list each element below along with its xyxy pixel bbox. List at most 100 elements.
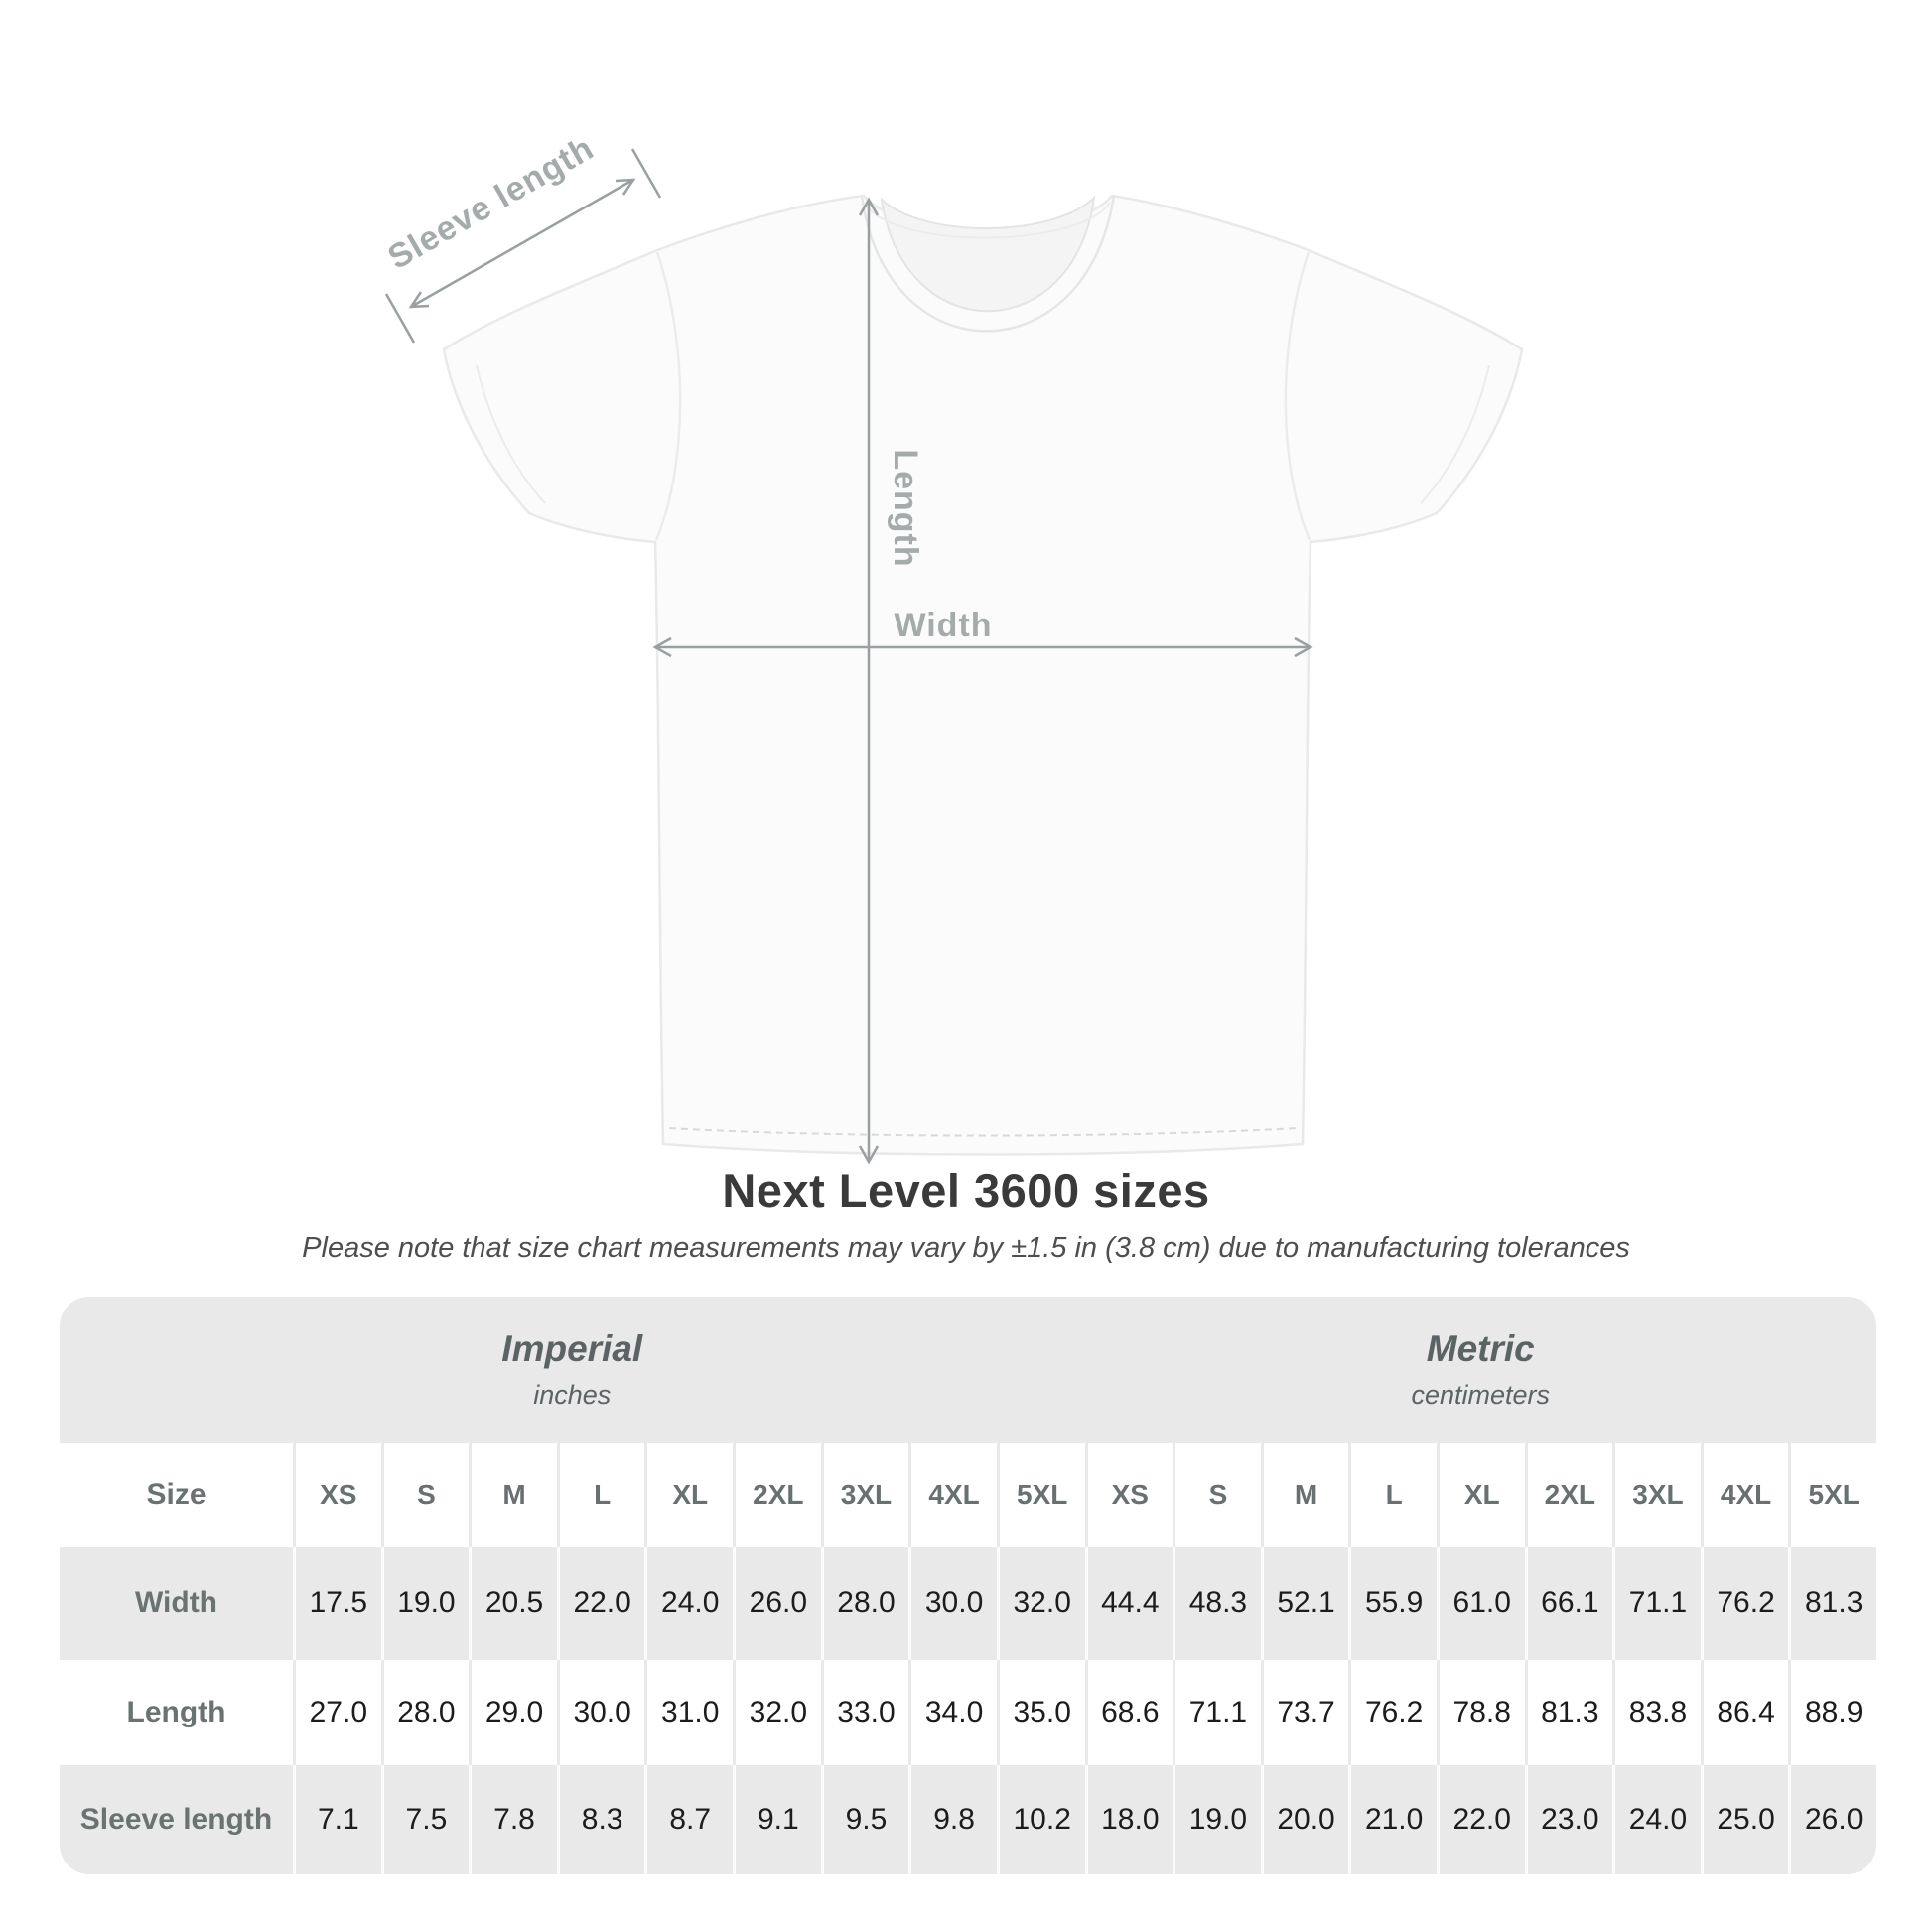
measurement-cell: 7.5 — [380, 1765, 470, 1874]
measurement-cell: 52.1 — [1260, 1547, 1349, 1660]
measurement-cell: 28.0 — [820, 1547, 909, 1660]
measurement-cell: 22.0 — [1436, 1765, 1525, 1874]
measurement-cell: 7.8 — [469, 1765, 557, 1874]
unit-group-unit: centimeters — [1411, 1380, 1551, 1410]
measurement-cell: 71.1 — [1173, 1660, 1261, 1765]
sleeve-length-dimension — [384, 148, 662, 344]
measurement-cell: 34.0 — [908, 1660, 997, 1765]
size-header-cell: XS — [293, 1443, 381, 1547]
measurement-cell: 44.4 — [1084, 1547, 1173, 1660]
measurement-cell: 76.2 — [1348, 1660, 1437, 1765]
size-header-cell: 3XL — [1612, 1443, 1701, 1547]
tshirt-neck-opening — [880, 195, 1096, 313]
measurement-cell: 22.0 — [556, 1547, 645, 1660]
measurement-cell: 35.0 — [996, 1660, 1085, 1765]
tshirt-graphic — [442, 194, 1524, 1156]
unit-group-header: Imperial inches — [60, 1297, 1085, 1443]
size-header-cell: 2XL — [1524, 1443, 1613, 1547]
measurement-cell: 8.7 — [644, 1765, 734, 1874]
page-title: Next Level 3600 sizes — [722, 1165, 1210, 1217]
measurement-cell: 9.5 — [820, 1765, 909, 1874]
unit-group-header: Metric centimeters — [1084, 1297, 1876, 1443]
tolerance-note: Please note that size chart measurements… — [302, 1232, 1630, 1264]
size-header-cell: XL — [1436, 1443, 1525, 1547]
size-header-cell: 5XL — [1788, 1443, 1876, 1547]
measurement-cell: 17.5 — [293, 1547, 381, 1660]
measurement-cell: 7.1 — [293, 1765, 381, 1874]
unit-group-name: Imperial — [501, 1328, 643, 1369]
tshirt-collar-band — [865, 202, 1111, 239]
measurement-cell: 48.3 — [1173, 1547, 1261, 1660]
length-dimension — [858, 197, 880, 1165]
measurement-cell: 66.1 — [1524, 1547, 1613, 1660]
size-table: Imperial inches Metric centimeters Size XS S M L… — [60, 1297, 1876, 1874]
size-header-cell: 4XL — [908, 1443, 997, 1547]
tshirt-collar-outer — [860, 194, 1116, 333]
measurement-cell: 20.0 — [1260, 1765, 1349, 1874]
size-header-cell: M — [1260, 1443, 1349, 1547]
measurement-cell: 81.3 — [1524, 1660, 1613, 1765]
measurement-cell: 88.9 — [1788, 1660, 1876, 1765]
measurement-cell: 71.1 — [1612, 1547, 1701, 1660]
tshirt-armhole-seam-right — [1284, 251, 1311, 541]
row-label: Width — [60, 1547, 293, 1660]
tshirt-hem-stitch — [668, 1127, 1298, 1137]
size-header-cell: 4XL — [1700, 1443, 1789, 1547]
tshirt-body — [442, 194, 1524, 1156]
size-header-cell: 2XL — [733, 1443, 821, 1547]
measurement-cell: 27.0 — [293, 1660, 381, 1765]
measurement-cell: 30.0 — [908, 1547, 997, 1660]
length-label: Length — [887, 449, 924, 567]
size-header-cell: L — [1348, 1443, 1437, 1547]
measurement-cell: 55.9 — [1348, 1547, 1437, 1660]
size-header-cell: 3XL — [820, 1443, 909, 1547]
tshirt-armhole-seam-left — [654, 251, 682, 541]
sleeve-length-label: Sleeve length — [381, 129, 600, 277]
size-header-cell: XS — [1084, 1443, 1173, 1547]
measurement-cell: 21.0 — [1348, 1765, 1437, 1874]
measurement-cell: 20.5 — [469, 1547, 557, 1660]
measurement-cell: 32.0 — [733, 1660, 821, 1765]
row-label: Sleeve length — [60, 1765, 293, 1874]
measurement-cell: 18.0 — [1084, 1765, 1173, 1874]
measurement-cell: 10.2 — [996, 1765, 1085, 1874]
measurement-cell: 9.8 — [908, 1765, 997, 1874]
size-header-cell: L — [556, 1443, 645, 1547]
measurement-cell: 30.0 — [556, 1660, 645, 1765]
measurement-cell: 24.0 — [1612, 1765, 1701, 1874]
measurement-cell: 68.6 — [1084, 1660, 1173, 1765]
measurement-cell: 33.0 — [820, 1660, 909, 1765]
size-header-cell: S — [380, 1443, 470, 1547]
unit-group-name: Metric — [1426, 1328, 1535, 1369]
measurement-cell: 73.7 — [1260, 1660, 1349, 1765]
measurement-cell: 23.0 — [1524, 1765, 1613, 1874]
size-column-header: Size — [60, 1443, 293, 1547]
size-header-cell: S — [1173, 1443, 1261, 1547]
width-label: Width — [894, 607, 992, 644]
measurement-cell: 86.4 — [1700, 1660, 1789, 1765]
unit-group-unit: inches — [533, 1380, 612, 1410]
measurement-cell: 8.3 — [556, 1765, 645, 1874]
size-header-cell: 5XL — [996, 1443, 1085, 1547]
measurement-cell: 78.8 — [1436, 1660, 1525, 1765]
tshirt-size-diagram: Sleeve length Length Width — [381, 129, 1524, 1165]
tshirt-cuff-seam-right — [1420, 364, 1490, 504]
measurement-cell: 26.0 — [1788, 1765, 1876, 1874]
measurement-cell: 31.0 — [644, 1660, 734, 1765]
size-header-cell: M — [469, 1443, 557, 1547]
measurement-cell: 32.0 — [996, 1547, 1085, 1660]
measurement-cell: 61.0 — [1436, 1547, 1525, 1660]
width-dimension — [652, 636, 1313, 658]
measurement-cell: 24.0 — [644, 1547, 734, 1660]
measurement-cell: 9.1 — [733, 1765, 821, 1874]
measurement-cell: 26.0 — [733, 1547, 821, 1660]
measurement-cell: 25.0 — [1700, 1765, 1789, 1874]
measurement-cell: 76.2 — [1700, 1547, 1789, 1660]
title-block: Next Level 3600 sizes Please note that s… — [0, 1164, 1932, 1265]
measurement-cell: 19.0 — [1173, 1765, 1261, 1874]
measurement-cell: 19.0 — [380, 1547, 470, 1660]
measurement-cell: 81.3 — [1788, 1547, 1876, 1660]
measurement-cell: 28.0 — [380, 1660, 470, 1765]
row-label: Length — [60, 1660, 293, 1765]
size-header-cell: XL — [644, 1443, 734, 1547]
